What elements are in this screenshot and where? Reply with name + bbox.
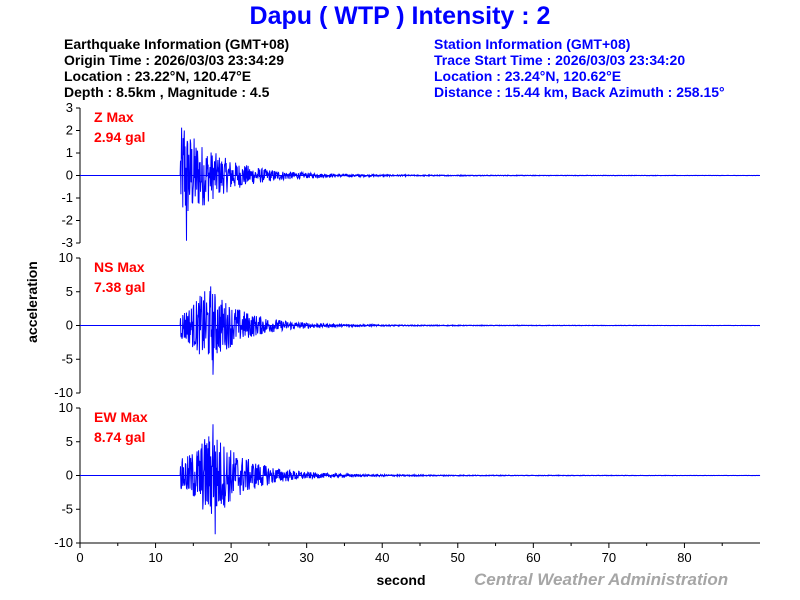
y-tick-label: 3 bbox=[66, 100, 73, 115]
x-tick-label: 50 bbox=[451, 550, 465, 565]
x-tick-label: 0 bbox=[76, 550, 83, 565]
station-info-header: Station Information (GMT+08) bbox=[434, 36, 631, 52]
x-tick-label: 70 bbox=[602, 550, 616, 565]
y-tick-label: 0 bbox=[66, 468, 73, 483]
y-tick-label: -10 bbox=[54, 385, 73, 400]
x-tick-label: 40 bbox=[375, 550, 389, 565]
y-tick-label: 0 bbox=[66, 168, 73, 183]
max-value-z: 2.94 gal bbox=[94, 129, 145, 145]
max-label-ns: NS Max bbox=[94, 259, 145, 275]
y-tick-label: 10 bbox=[59, 250, 73, 265]
depth-magnitude: Depth : 8.5km , Magnitude : 4.5 bbox=[64, 84, 270, 100]
max-label-z: Z Max bbox=[94, 109, 134, 125]
origin-time: Origin Time : 2026/03/03 23:34:29 bbox=[64, 52, 284, 68]
x-tick-label: 10 bbox=[148, 550, 162, 565]
station-distance: Distance : 15.44 km, Back Azimuth : 258.… bbox=[434, 84, 725, 100]
x-tick-label: 30 bbox=[299, 550, 313, 565]
y-tick-label: -1 bbox=[61, 190, 73, 205]
y-axis-label: acceleration bbox=[24, 261, 40, 343]
y-tick-label: 0 bbox=[66, 318, 73, 333]
y-tick-label: -10 bbox=[54, 535, 73, 550]
max-value-ns: 7.38 gal bbox=[94, 279, 145, 295]
y-tick-label: 1 bbox=[66, 145, 73, 160]
trace-start-time: Trace Start Time : 2026/03/03 23:34:20 bbox=[434, 52, 686, 68]
y-tick-label: -5 bbox=[61, 351, 73, 366]
waveform-ew bbox=[80, 424, 761, 535]
x-tick-label: 60 bbox=[526, 550, 540, 565]
agency-credit: Central Weather Administration bbox=[474, 570, 729, 589]
earthquake-info-header: Earthquake Information (GMT+08) bbox=[64, 36, 290, 52]
max-label-ew: EW Max bbox=[94, 409, 148, 425]
waveform-ns bbox=[80, 286, 760, 375]
epicenter-location: Location : 23.22°N, 120.47°E bbox=[64, 68, 252, 84]
chart-title: Dapu ( WTP ) Intensity : 2 bbox=[249, 2, 551, 30]
y-tick-label: 5 bbox=[66, 434, 73, 449]
y-tick-label: -3 bbox=[61, 235, 73, 250]
y-tick-label: 5 bbox=[66, 284, 73, 299]
y-tick-label: -5 bbox=[61, 501, 73, 516]
earthquake-info: Earthquake Information (GMT+08) Origin T… bbox=[64, 36, 289, 100]
max-value-ew: 8.74 gal bbox=[94, 429, 145, 445]
station-info: Station Information (GMT+08) Trace Start… bbox=[434, 36, 725, 100]
x-tick-label: 80 bbox=[677, 550, 691, 565]
x-tick-label: 20 bbox=[224, 550, 238, 565]
station-location: Location : 23.24°N, 120.62°E bbox=[434, 68, 622, 84]
y-tick-label: 2 bbox=[66, 123, 73, 138]
waveform-z bbox=[80, 127, 760, 241]
y-tick-label: -2 bbox=[61, 213, 73, 228]
x-axis-label: second bbox=[376, 572, 425, 588]
y-tick-label: 10 bbox=[59, 400, 73, 415]
